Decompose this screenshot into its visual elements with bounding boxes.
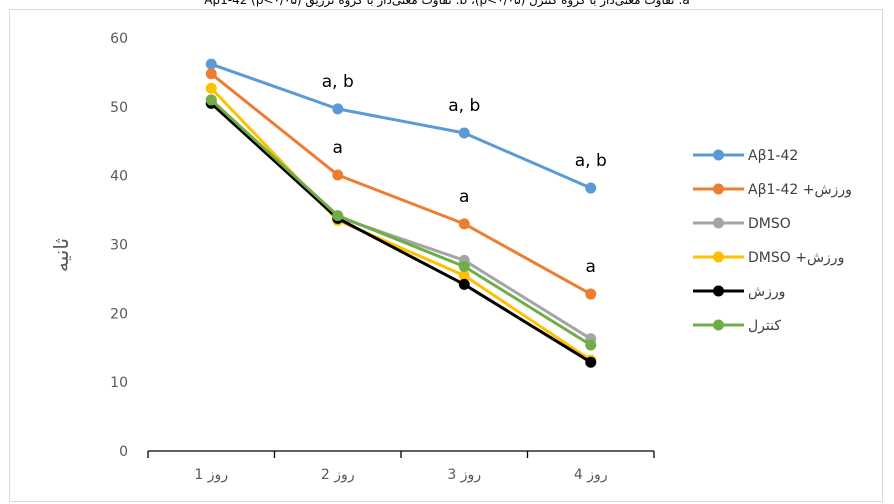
series-line-5 (210, 102, 592, 364)
series-line-4 (210, 87, 592, 362)
data-point (332, 169, 344, 181)
legend-label: DMSO (748, 216, 791, 232)
data-point (458, 269, 470, 281)
data-point (205, 94, 217, 106)
y-tick-label: 40 (110, 169, 128, 185)
legend-swatch-marker (713, 251, 724, 263)
data-point (205, 68, 217, 80)
legend-label: DMSO +ورزش (748, 250, 844, 266)
y-tick-label: 20 (110, 306, 128, 322)
significance-label: a (586, 257, 596, 277)
legend-swatch-marker (713, 285, 724, 297)
significance-label: a (459, 187, 469, 207)
data-point (458, 261, 470, 273)
data-point (205, 82, 217, 94)
data-point (205, 58, 217, 70)
y-tick-label: 0 (119, 444, 128, 460)
y-tick-label: 30 (110, 238, 128, 254)
x-tick-label: روز 4 (574, 467, 608, 483)
figure-note: a: تفاوت معنی‌دار با گروه کنترل (p<۰/۰۵)… (204, 0, 690, 7)
significance-label: a, b (448, 96, 480, 116)
data-point (585, 288, 597, 300)
legend-label: کنترل (748, 318, 781, 334)
significance-label: a, b (575, 151, 607, 171)
y-tick-label: 10 (110, 375, 128, 391)
legend-label: Aβ1-42 +ورزش (748, 182, 852, 198)
y-axis-label: ثانیه (49, 238, 73, 272)
legend-swatch-marker (713, 183, 724, 195)
series-line-6 (210, 98, 592, 347)
data-point (332, 103, 344, 115)
chart-frame (9, 9, 883, 502)
data-point (585, 182, 597, 194)
x-tick-label: روز 1 (194, 467, 228, 483)
legend-swatch-marker (713, 217, 724, 229)
data-point (585, 356, 597, 368)
legend-label: ورزش (748, 284, 785, 300)
x-tick-label: روز 3 (447, 467, 481, 483)
data-point (585, 339, 597, 351)
data-point (458, 278, 470, 290)
legend-label: Aβ1-42 (748, 148, 798, 164)
series-line-1 (210, 62, 592, 190)
series-line-2 (210, 72, 592, 296)
y-tick-label: 50 (110, 100, 128, 116)
legend-swatch-marker (713, 149, 724, 161)
data-point (332, 210, 344, 222)
legend-swatch-marker (713, 319, 724, 331)
data-point (458, 127, 470, 139)
data-point (458, 218, 470, 230)
y-tick-label: 60 (110, 31, 128, 47)
x-tick-label: روز 2 (321, 467, 355, 483)
series-line-3 (210, 98, 592, 341)
significance-label: a, b (322, 72, 354, 92)
significance-label: a (333, 138, 343, 158)
